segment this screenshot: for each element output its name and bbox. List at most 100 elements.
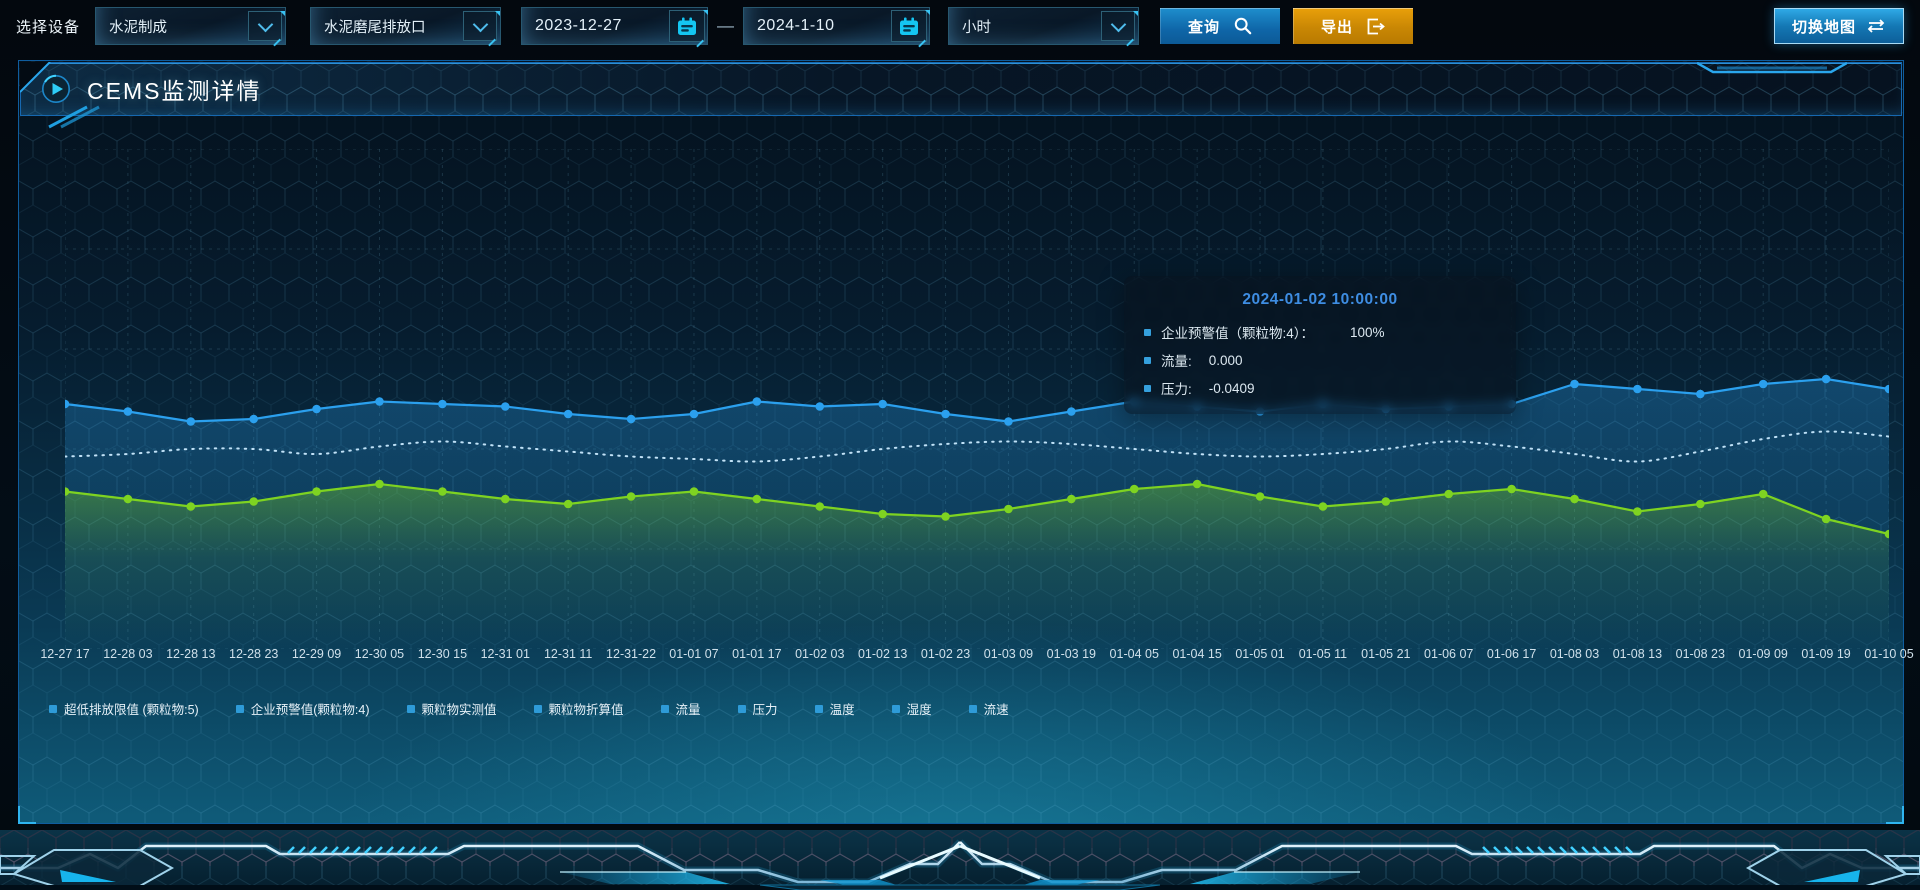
tooltip-row-value: 100%	[1350, 324, 1385, 340]
tooltip-timestamp: 2024-01-02 10:00:00	[1242, 291, 1398, 308]
header-notch	[1697, 62, 1847, 74]
tooltip-row-label: 流量:	[1161, 354, 1192, 369]
swap-arrows-icon	[1867, 19, 1885, 33]
switch-map-button[interactable]: 切换地图	[1774, 8, 1904, 44]
device-select[interactable]: 水泥制成	[95, 7, 287, 45]
end-date-field[interactable]: 2024-1-10	[743, 7, 931, 45]
legend-item[interactable]: 企业预警值(颗粒物:4)	[235, 699, 370, 718]
tooltip-row-label: 企业预警值（颗粒物:4）：	[1161, 326, 1315, 341]
panel-corner-bottom-left	[18, 806, 36, 824]
legend-item[interactable]: 超低排放限值 (颗粒物:5)	[49, 699, 199, 718]
chart-tooltip: 2024-01-02 10:00:00 企业预警值（颗粒物:4）： 100% 流量:…	[1124, 276, 1516, 414]
tooltip-row: 流量: 0.000	[1144, 350, 1496, 370]
x-axis-tick: 01-09 09	[1738, 647, 1788, 661]
query-button[interactable]: 查询	[1160, 8, 1281, 44]
x-axis-tick: 01-05 01	[1235, 647, 1285, 661]
x-axis-tick: 01-01 17	[732, 647, 782, 661]
x-axis-tick: 01-02 03	[795, 647, 845, 661]
start-date-value: 2023-12-27	[535, 17, 622, 34]
legend-label: 压力	[752, 703, 778, 717]
toolbar: 选择设备 水泥制成 水泥磨尾排放口 2023-12-27 — 2024-1-10	[16, 7, 1904, 45]
tooltip-rows: 企业预警值（颗粒物:4）： 100% 流量: 0.000 压力: -0.0409	[1144, 322, 1496, 398]
interval-select-value: 小时	[962, 19, 992, 36]
x-axis-tick: 12-28 23	[229, 647, 279, 661]
tooltip-row: 企业预警值（颗粒物:4）： 100%	[1144, 322, 1496, 342]
query-button-label: 查询	[1188, 18, 1221, 36]
panel-header: CEMS监测详情	[20, 62, 1902, 129]
legend-marker	[737, 704, 746, 713]
tooltip-series-marker	[1144, 356, 1151, 364]
legend-item[interactable]: 颗粒物实测值	[406, 699, 497, 718]
x-axis-tick: 12-31 01	[480, 647, 530, 661]
legend-marker	[406, 704, 415, 713]
x-axis-tick: 01-01 07	[669, 647, 719, 661]
chart-canvas[interactable]	[65, 149, 1889, 649]
x-axis-tick: 01-10 05	[1864, 647, 1914, 661]
x-axis-tick: 12-31-22	[606, 647, 657, 661]
device-select-label: 选择设备	[16, 18, 81, 36]
calendar-icon	[891, 10, 928, 42]
legend-item[interactable]: 流量	[660, 699, 701, 718]
header-corner-cut	[20, 62, 51, 93]
outlet-select-value: 水泥磨尾排放口	[324, 19, 426, 36]
date-range-separator: —	[717, 16, 735, 35]
calendar-icon	[669, 10, 706, 42]
x-axis-tick: 01-08 13	[1612, 647, 1663, 661]
legend-label: 湿度	[906, 703, 932, 717]
tooltip-series-marker	[1144, 384, 1151, 392]
start-date-field[interactable]: 2023-12-27	[521, 7, 709, 45]
export-button-label: 导出	[1321, 18, 1354, 36]
hex-pattern-header	[21, 63, 1901, 115]
legend-marker	[968, 704, 977, 713]
x-axis-tick: 01-04 05	[1109, 647, 1159, 661]
tooltip-row: 压力: -0.0409	[1144, 378, 1496, 398]
chevron-down-icon	[248, 11, 283, 41]
x-axis-tick: 12-29 09	[291, 647, 342, 661]
x-axis-tick: 01-02 23	[920, 647, 971, 661]
line-chart[interactable]	[65, 149, 1889, 649]
interval-select[interactable]: 小时	[948, 7, 1140, 45]
header-diagonal-decoration	[48, 105, 100, 129]
legend-marker	[891, 704, 900, 713]
legend-item[interactable]: 湿度	[891, 699, 932, 718]
x-axis-tick: 01-08 03	[1549, 647, 1600, 661]
legend-label: 流量	[675, 703, 701, 717]
legend-item[interactable]: 流速	[968, 699, 1009, 718]
legend-marker	[660, 704, 669, 713]
outlet-select[interactable]: 水泥磨尾排放口	[310, 7, 502, 45]
legend-marker	[814, 704, 823, 713]
x-axis-tick: 01-03 09	[983, 647, 1034, 661]
export-icon	[1367, 18, 1385, 34]
legend-marker	[533, 704, 542, 713]
footer-decoration	[0, 830, 1920, 890]
legend-label: 超低排放限值 (颗粒物:5)	[64, 703, 199, 717]
x-axis-tick: 12-28 03	[103, 647, 153, 661]
panel-title: CEMS监测详情	[87, 78, 262, 104]
switch-map-button-label: 切换地图	[1791, 18, 1856, 36]
tooltip-row-value: 0.000	[1208, 352, 1243, 368]
x-axis-tick: 12-30 05	[354, 647, 405, 661]
tooltip-row-value: -0.0409	[1208, 380, 1255, 396]
legend-item[interactable]: 颗粒物折算值	[533, 699, 624, 718]
tooltip-series-marker	[1144, 328, 1151, 336]
x-axis-tick: 01-02 13	[857, 647, 908, 661]
device-select-value: 水泥制成	[109, 19, 168, 36]
cems-panel: CEMS监测详情 12-27 17 12-28 03 12-28 13 12-28 2…	[18, 60, 1914, 824]
legend-label: 流速	[983, 703, 1009, 717]
legend-item[interactable]: 压力	[737, 699, 778, 718]
legend-item[interactable]: 温度	[814, 699, 855, 718]
x-axis-tick: 01-06 17	[1486, 647, 1537, 661]
x-axis-tick: 12-27 17	[40, 647, 90, 661]
legend-label: 企业预警值(颗粒物:4)	[250, 703, 370, 717]
chart-legend: 超低排放限值 (颗粒物:5) 企业预警值(颗粒物:4) 颗粒物实测值 颗粒物折算值 流量…	[49, 699, 1009, 718]
x-axis-tick: 01-08 23	[1675, 647, 1725, 661]
x-axis-tick: 12-30 15	[417, 647, 468, 661]
export-button[interactable]: 导出	[1293, 8, 1414, 44]
legend-label: 颗粒物实测值	[421, 703, 497, 717]
legend-marker	[235, 704, 244, 713]
end-date-value: 2024-1-10	[757, 17, 835, 34]
chevron-down-icon	[463, 11, 498, 41]
search-icon	[1234, 17, 1252, 35]
panel-corner-bottom-right	[1886, 806, 1904, 824]
x-axis-tick: 01-05 11	[1298, 647, 1348, 661]
